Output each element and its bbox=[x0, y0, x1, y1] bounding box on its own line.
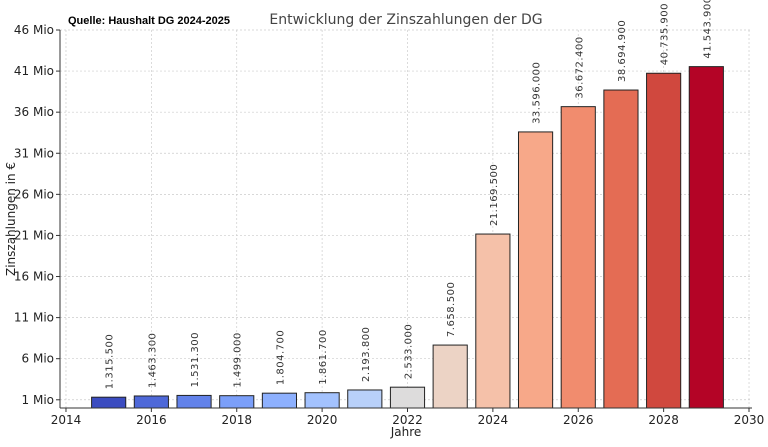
data-label: 41.543.900 bbox=[702, 0, 713, 59]
data-label: 33.596.000 bbox=[532, 62, 543, 124]
y-tick-label: 31 Mio bbox=[14, 146, 54, 160]
source-annotation: Quelle: Haushalt DG 2024-2025 bbox=[68, 15, 230, 27]
bar bbox=[603, 89, 639, 409]
data-label: 1.315.500 bbox=[105, 334, 116, 389]
x-tick-label: 2014 bbox=[51, 413, 82, 427]
bar bbox=[176, 394, 212, 409]
data-label: 1.531.300 bbox=[190, 332, 201, 387]
data-label: 1.861.700 bbox=[318, 329, 329, 384]
y-tick-label: 26 Mio bbox=[14, 187, 54, 201]
bar bbox=[133, 395, 169, 409]
data-label: 2.533.000 bbox=[403, 324, 414, 379]
x-tick-label: 2030 bbox=[734, 413, 765, 427]
bar bbox=[432, 344, 468, 409]
y-tick-label: 6 Mio bbox=[22, 352, 54, 366]
chart-title: Entwicklung der Zinszahlungen der DG bbox=[269, 12, 542, 28]
bar bbox=[560, 106, 596, 409]
bar bbox=[347, 389, 383, 409]
x-tick-label: 2024 bbox=[478, 413, 509, 427]
bar bbox=[517, 131, 554, 409]
data-label: 1.499.000 bbox=[233, 332, 244, 387]
y-axis-label: Zinszahlungen in € bbox=[4, 162, 18, 276]
bar bbox=[688, 66, 724, 409]
bar bbox=[475, 233, 511, 409]
y-tick-label: 46 Mio bbox=[14, 23, 54, 37]
y-tick-label: 1 Mio bbox=[22, 393, 54, 407]
y-tick-label: 36 Mio bbox=[14, 105, 54, 119]
bar bbox=[91, 396, 127, 409]
y-tick-label: 21 Mio bbox=[14, 228, 54, 242]
bar bbox=[261, 392, 298, 409]
data-label: 40.735.900 bbox=[660, 3, 671, 65]
x-tick-label: 2026 bbox=[563, 413, 594, 427]
x-axis-label: Jahre bbox=[390, 425, 422, 439]
data-label: 1.463.300 bbox=[147, 333, 158, 388]
bar bbox=[304, 392, 340, 409]
x-tick-label: 2022 bbox=[392, 413, 423, 427]
x-tick-label: 2018 bbox=[221, 413, 252, 427]
x-tick-label: 2028 bbox=[648, 413, 679, 427]
bar bbox=[646, 72, 682, 409]
data-label: 7.658.500 bbox=[446, 282, 457, 337]
data-label: 2.193.800 bbox=[361, 327, 372, 382]
y-tick-label: 41 Mio bbox=[14, 64, 54, 78]
y-tick-label: 16 Mio bbox=[14, 270, 54, 284]
data-label: 1.804.700 bbox=[275, 330, 286, 385]
data-label: 38.694.900 bbox=[617, 20, 628, 82]
x-tick-label: 2020 bbox=[307, 413, 338, 427]
x-tick-label: 2016 bbox=[136, 413, 167, 427]
data-label: 21.169.500 bbox=[489, 164, 500, 226]
data-labels: 1.315.500 1.463.300 1.531.300 1.499.000 1.80… bbox=[105, 0, 714, 389]
bar bbox=[389, 386, 426, 409]
data-label: 36.672.400 bbox=[574, 36, 585, 98]
y-tick-label: 11 Mio bbox=[14, 311, 54, 325]
axes: 1 Mio 6 Mio 11 Mio 16 Mio 21 Mio 26 Mio 31 Mio… bbox=[14, 23, 764, 427]
bars bbox=[91, 66, 724, 409]
bar bbox=[219, 395, 255, 409]
